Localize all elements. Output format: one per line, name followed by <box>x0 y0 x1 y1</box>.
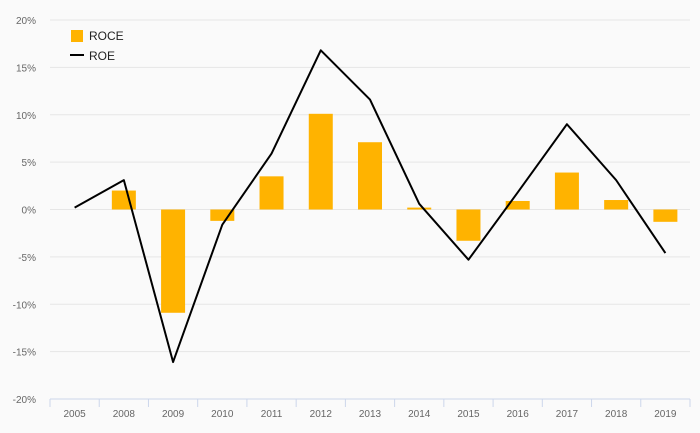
roce-bar <box>111 190 136 210</box>
roe-line-group <box>74 49 667 364</box>
roce-bar <box>210 209 235 221</box>
legend-swatch-roce <box>71 30 83 42</box>
y-tick-label: -5% <box>18 253 36 264</box>
x-tick-label: 2013 <box>359 409 382 420</box>
y-tick-label: 10% <box>16 111 36 122</box>
x-tick-label: 2015 <box>457 409 480 420</box>
x-tick-label: 2012 <box>310 409 333 420</box>
x-axis: 2005 2008 2009 2010 2011 2012 2013 2014 2015 2016… <box>49 398 691 420</box>
y-tick-label: -20% <box>13 395 36 406</box>
roce-bar <box>161 209 186 313</box>
legend-label-roe: ROE <box>89 49 115 63</box>
roce-bar <box>554 172 579 210</box>
roce-bar <box>505 200 530 210</box>
roce-bar <box>456 209 481 241</box>
x-tick-label: 2009 <box>162 409 185 420</box>
y-tick-label: 0% <box>22 206 37 217</box>
x-tick-label: 2016 <box>507 409 530 420</box>
x-tick-label: 2014 <box>408 409 431 420</box>
x-tick-label: 2017 <box>556 409 579 420</box>
x-tick-label: 2011 <box>261 409 283 420</box>
legend-label-roce: ROCE <box>89 29 124 43</box>
roce-bar <box>653 209 678 222</box>
legend: ROCE ROE <box>70 29 124 63</box>
roce-bar <box>604 200 629 210</box>
y-tick-label: 20% <box>16 16 36 27</box>
y-tick-label: 5% <box>22 158 37 169</box>
y-tick-label: -15% <box>13 348 36 359</box>
x-tick-label: 2019 <box>654 409 677 420</box>
roce-bar <box>358 142 382 210</box>
x-tick-label: 2008 <box>113 409 136 420</box>
x-tick-label: 2010 <box>211 409 234 420</box>
x-tick-label: 2018 <box>605 409 628 420</box>
y-tick-label: 15% <box>16 63 36 74</box>
roe-line <box>74 49 667 364</box>
roce-bars <box>111 113 678 313</box>
y-axis-ticks: -20% -15% -10% -5% 0% 5% 10% 15% 20% <box>13 16 36 406</box>
roce-bar <box>407 207 432 210</box>
y-tick-label: -10% <box>13 300 36 311</box>
roce-bar <box>308 113 333 210</box>
roce-bar <box>259 176 284 210</box>
x-tick-label: 2005 <box>63 409 86 420</box>
